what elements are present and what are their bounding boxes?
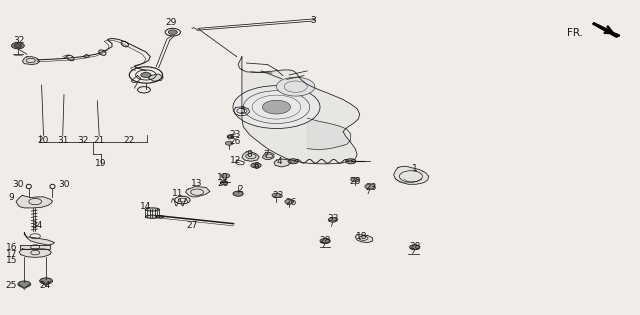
Text: 14: 14 — [140, 202, 152, 211]
Text: 4: 4 — [277, 157, 282, 166]
Polygon shape — [148, 74, 163, 81]
Ellipse shape — [145, 208, 159, 211]
Text: 32: 32 — [13, 37, 25, 45]
Circle shape — [233, 191, 243, 196]
Text: 6: 6 — [253, 163, 259, 171]
Circle shape — [328, 218, 337, 222]
Polygon shape — [596, 25, 620, 35]
Text: 32: 32 — [77, 136, 89, 145]
Circle shape — [262, 100, 291, 114]
Polygon shape — [24, 232, 54, 245]
Text: 34: 34 — [31, 221, 43, 230]
Text: 26: 26 — [230, 137, 241, 146]
Text: 26: 26 — [217, 179, 228, 188]
Circle shape — [320, 238, 330, 243]
Text: 1: 1 — [412, 164, 417, 173]
Circle shape — [225, 141, 233, 145]
Circle shape — [272, 193, 281, 198]
Text: 28: 28 — [409, 242, 420, 251]
Circle shape — [220, 181, 228, 185]
Circle shape — [227, 135, 234, 138]
Text: 15: 15 — [6, 256, 17, 265]
Circle shape — [251, 163, 261, 168]
Polygon shape — [262, 152, 274, 159]
Text: 17: 17 — [6, 250, 17, 259]
Polygon shape — [355, 235, 372, 243]
Circle shape — [410, 245, 420, 250]
Polygon shape — [238, 57, 360, 164]
Text: 10: 10 — [217, 173, 228, 181]
Text: 26: 26 — [285, 198, 297, 207]
Polygon shape — [593, 23, 620, 37]
Text: 21: 21 — [93, 136, 105, 145]
Text: 29: 29 — [166, 18, 177, 26]
Ellipse shape — [156, 215, 164, 218]
Polygon shape — [274, 159, 291, 167]
Text: 24: 24 — [39, 281, 51, 289]
Text: 23: 23 — [273, 192, 284, 200]
Text: 5: 5 — [239, 106, 244, 115]
Text: 7: 7 — [263, 150, 268, 159]
Circle shape — [12, 43, 24, 49]
Polygon shape — [242, 152, 259, 161]
Text: 33: 33 — [327, 215, 339, 223]
Text: 19: 19 — [95, 159, 107, 168]
Circle shape — [285, 199, 294, 204]
Circle shape — [18, 281, 31, 287]
Text: 25: 25 — [6, 281, 17, 289]
Polygon shape — [234, 107, 250, 116]
Text: 13: 13 — [191, 179, 202, 188]
Polygon shape — [186, 186, 210, 197]
Text: 11: 11 — [172, 189, 184, 198]
Circle shape — [365, 184, 375, 189]
Text: 12: 12 — [230, 156, 241, 165]
Text: 8: 8 — [247, 150, 252, 159]
Polygon shape — [22, 57, 40, 65]
Text: 2: 2 — [237, 185, 243, 193]
Circle shape — [40, 278, 52, 284]
Polygon shape — [394, 166, 429, 184]
Circle shape — [221, 174, 230, 178]
Circle shape — [233, 86, 320, 129]
Text: 26: 26 — [349, 177, 361, 186]
Ellipse shape — [145, 215, 159, 218]
Text: 27: 27 — [186, 221, 198, 230]
Text: 23: 23 — [230, 130, 241, 139]
Polygon shape — [20, 245, 50, 249]
Circle shape — [276, 77, 315, 96]
Text: 3: 3 — [311, 16, 316, 25]
Circle shape — [346, 159, 356, 164]
Polygon shape — [19, 249, 51, 257]
Polygon shape — [307, 118, 351, 150]
Text: 16: 16 — [6, 243, 17, 252]
Circle shape — [351, 177, 360, 182]
Text: FR.: FR. — [567, 28, 583, 38]
Circle shape — [168, 30, 177, 34]
Text: 18: 18 — [356, 232, 367, 241]
Text: 30: 30 — [58, 180, 70, 189]
Text: 28: 28 — [319, 236, 331, 244]
Circle shape — [141, 72, 151, 77]
Text: 31: 31 — [57, 136, 68, 145]
Text: 22: 22 — [124, 136, 135, 145]
Text: 30: 30 — [12, 180, 24, 189]
Text: 23: 23 — [365, 183, 377, 192]
Text: 9: 9 — [9, 193, 14, 202]
Circle shape — [288, 159, 298, 164]
Circle shape — [14, 44, 22, 48]
Text: 20: 20 — [38, 136, 49, 145]
Polygon shape — [16, 195, 52, 208]
